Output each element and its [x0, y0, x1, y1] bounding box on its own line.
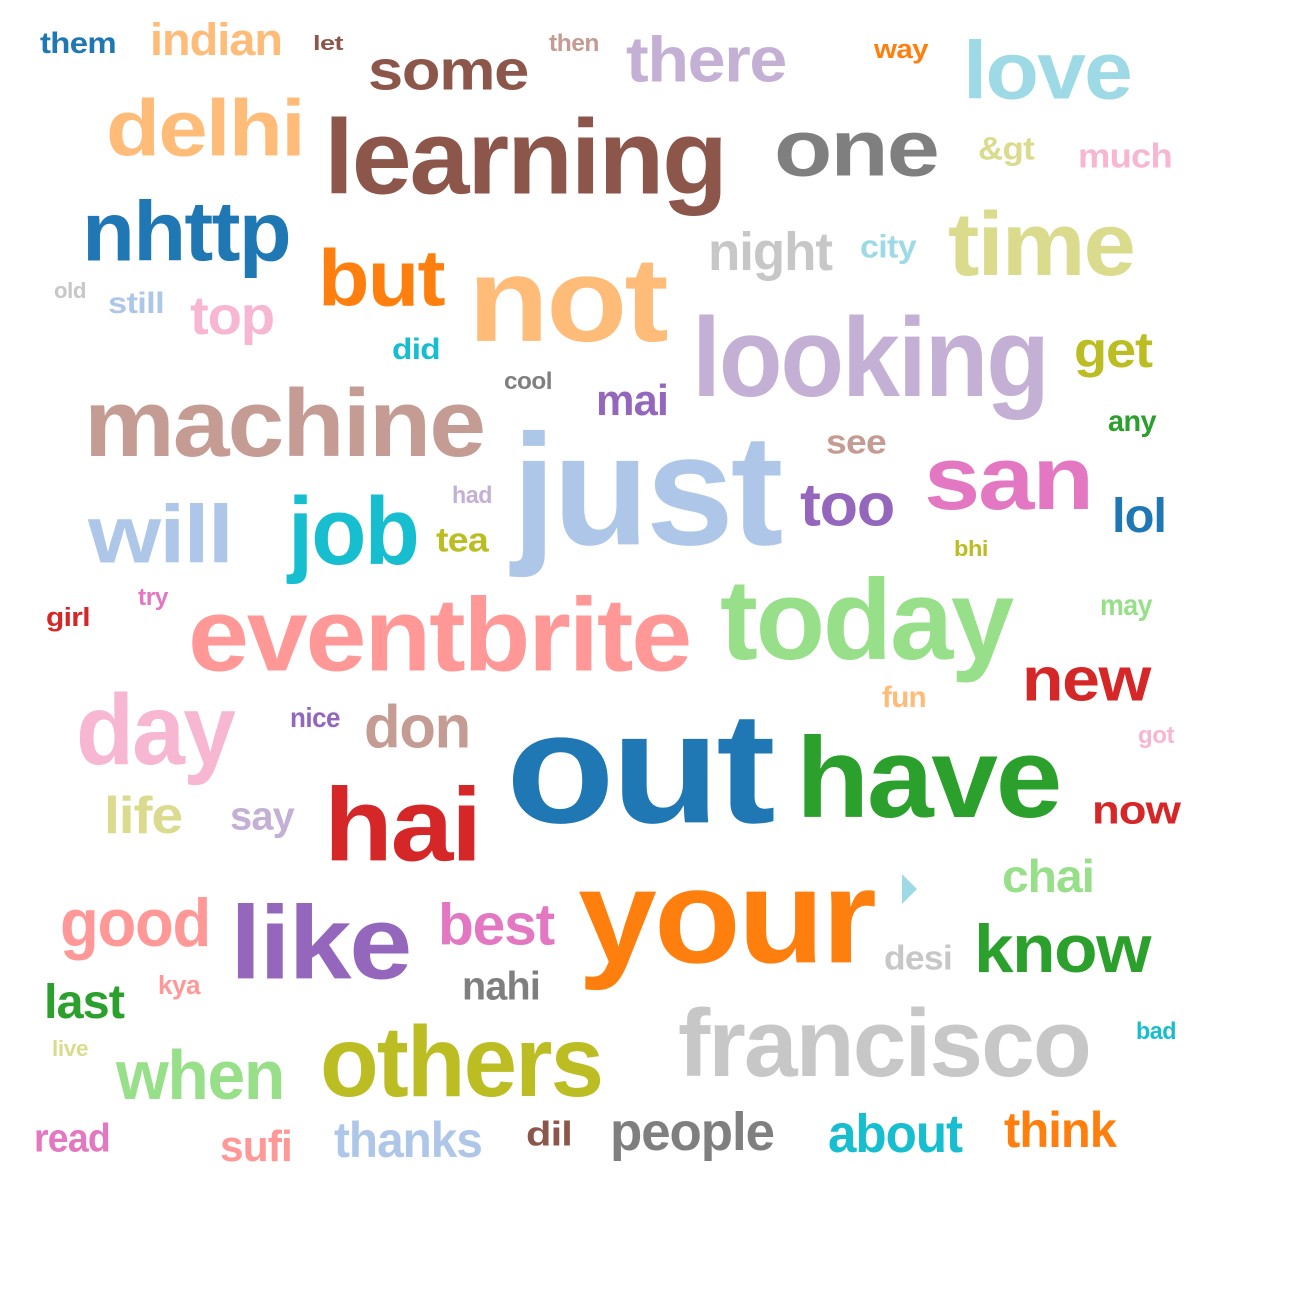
word-dil: dil	[526, 1115, 573, 1154]
word-chai: chai	[1002, 851, 1095, 903]
word-nahi: nahi	[462, 963, 541, 1008]
word-tea: tea	[436, 521, 489, 560]
word-love: love	[963, 25, 1133, 117]
word-bhi: bhi	[954, 536, 989, 561]
word-gt: &gt	[978, 132, 1035, 168]
word-them: them	[40, 25, 117, 60]
word-like: like	[230, 885, 412, 1002]
word-when: when	[116, 1035, 285, 1115]
word-day: day	[76, 674, 236, 786]
word-too: too	[800, 472, 895, 539]
word-live: live	[52, 1036, 89, 1061]
word-some: some	[368, 38, 529, 102]
word-not: not	[468, 232, 669, 367]
word-new: new	[1022, 644, 1151, 714]
word-desi: desi	[884, 939, 953, 978]
word-delhi: delhi	[106, 83, 306, 173]
word-nhttp: nhttp	[82, 184, 292, 279]
word-way: way	[874, 34, 929, 64]
word-night: night	[708, 222, 833, 283]
word-girl: girl	[46, 602, 91, 632]
word-life: life	[104, 786, 183, 845]
word-today: today	[720, 557, 1014, 684]
word-others: others	[320, 1006, 604, 1118]
word-kya: kya	[158, 970, 201, 1000]
word-there: there	[626, 24, 787, 96]
word-now: now	[1092, 787, 1181, 832]
word-job: job	[288, 478, 420, 585]
word-one: one	[774, 103, 940, 193]
word-learning: learning	[324, 97, 728, 217]
word-eventbrite: eventbrite	[188, 577, 692, 694]
word-nice: nice	[290, 702, 340, 734]
word-good: good	[60, 885, 211, 962]
word-got: got	[1138, 722, 1174, 749]
word-thanks: thanks	[334, 1112, 483, 1169]
word-sufi: sufi	[220, 1121, 293, 1171]
word-still: still	[108, 285, 165, 320]
word-old: old	[54, 278, 86, 303]
word-see: see	[826, 423, 887, 462]
word-let: let	[313, 33, 344, 55]
word-have: have	[796, 715, 1062, 842]
word-machine: machine	[84, 370, 486, 477]
word-city: city	[860, 230, 917, 266]
word-bad: bad	[1136, 1018, 1176, 1045]
word-say: say	[230, 793, 295, 838]
word-but: but	[318, 233, 446, 323]
word-hai: hai	[324, 767, 482, 884]
word-last: last	[44, 974, 125, 1029]
word-mai: mai	[596, 375, 669, 425]
word-fun: fun	[882, 679, 927, 714]
word-then: then	[549, 30, 599, 57]
word-read: read	[34, 1115, 111, 1160]
word-will: will	[88, 489, 234, 581]
word-lol: lol	[1112, 488, 1167, 543]
word-had: had	[452, 482, 492, 509]
word-about: about	[828, 1104, 963, 1165]
word-san: san	[924, 428, 1094, 530]
word-cool: cool	[504, 368, 553, 395]
word-looking: looking	[692, 295, 1050, 421]
word-time: time	[948, 194, 1136, 296]
word-think: think	[1004, 1102, 1117, 1159]
word-indian: indian	[150, 15, 283, 66]
word-people: people	[610, 1102, 775, 1163]
word-out: out	[506, 680, 776, 857]
word-don: don	[364, 694, 471, 761]
word-any: any	[1108, 403, 1157, 438]
word-much: much	[1078, 137, 1173, 176]
word-know: know	[974, 911, 1151, 988]
word-francisco: francisco	[678, 990, 1092, 1097]
word-top: top	[190, 286, 275, 347]
word-may: may	[1100, 587, 1153, 622]
word-your: your	[578, 841, 877, 991]
word-try: try	[138, 584, 169, 611]
word-get: get	[1074, 322, 1153, 379]
triangle-right-icon	[902, 874, 917, 904]
word-did: did	[392, 331, 441, 366]
word-just: just	[512, 402, 783, 579]
word-best: best	[438, 892, 555, 957]
